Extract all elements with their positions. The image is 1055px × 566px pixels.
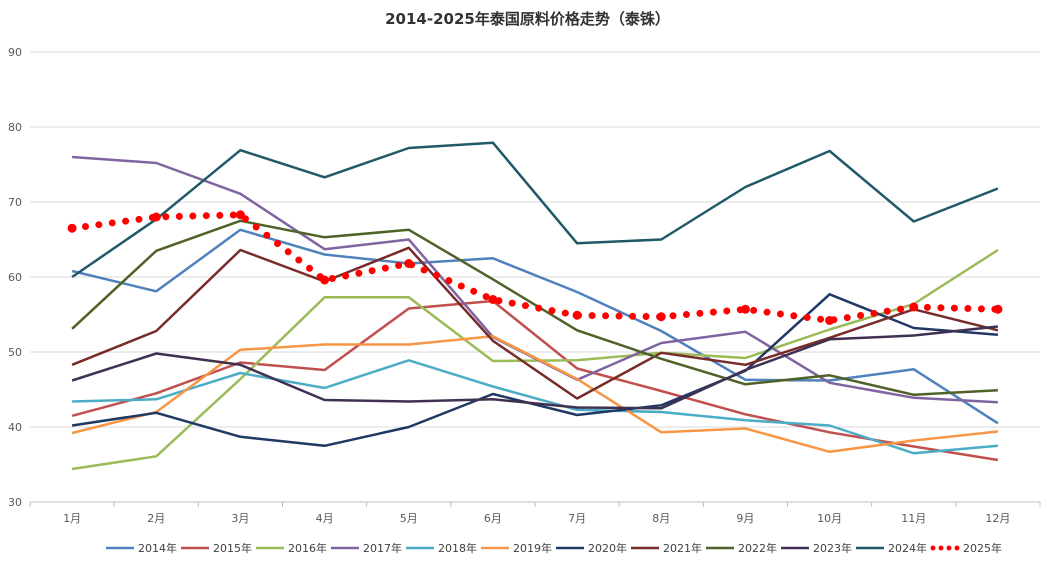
legend-label: 2021年 <box>663 541 702 555</box>
series-2015年 <box>71 299 999 462</box>
x-tick-label: 4月 <box>316 512 334 525</box>
legend-item-2019年: 2019年 <box>481 541 552 555</box>
series-line <box>72 359 999 455</box>
legend-item-2024年: 2024年 <box>856 541 927 555</box>
data-point <box>572 310 582 320</box>
grid-lines <box>30 51 1040 428</box>
legend-label: 2024年 <box>888 541 927 555</box>
legend: 2014年 2015年 2016年 2017年 2018年 2019年 2020年 2021年… <box>106 541 1002 555</box>
y-tick-label: 60 <box>8 271 22 284</box>
legend-label: 2014年 <box>138 541 177 555</box>
legend-item-2015年: 2015年 <box>181 541 252 555</box>
x-tick-label: 5月 <box>400 512 418 525</box>
legend-label: 2025年 <box>963 541 1002 555</box>
data-point <box>909 302 919 312</box>
series-2021年 <box>71 246 999 400</box>
x-tick-label: 12月 <box>985 512 1010 525</box>
chart-title: 2014-2025年泰国原料价格走势（泰铢） <box>385 10 670 28</box>
series-line <box>71 325 999 410</box>
data-point <box>320 275 330 285</box>
series-2023年 <box>71 325 999 410</box>
legend-label: 2015年 <box>213 541 252 555</box>
legend-item-2025年: 2025年 <box>930 541 1002 555</box>
legend-label: 2018年 <box>438 541 477 555</box>
series-2024年 <box>71 141 999 279</box>
data-point <box>404 259 414 268</box>
legend-label: 2020年 <box>588 541 627 555</box>
data-point <box>488 295 498 304</box>
x-tick-label: 11月 <box>901 512 926 525</box>
y-tick-label: 40 <box>8 421 22 434</box>
x-tick-label: 9月 <box>736 512 754 525</box>
y-tick-label: 90 <box>8 46 22 59</box>
series-line <box>71 248 999 471</box>
legend-item-2018年: 2018年 <box>406 541 477 555</box>
x-tick-label: 10月 <box>817 512 842 525</box>
data-point <box>67 223 77 233</box>
x-tick-label: 6月 <box>484 512 502 525</box>
x-tick-label: 1月 <box>63 512 81 525</box>
x-tick-label: 2月 <box>147 512 165 525</box>
x-tick-label: 8月 <box>652 512 670 525</box>
data-point <box>656 312 666 322</box>
series-line <box>71 246 999 400</box>
series-line <box>71 219 998 397</box>
y-tick-label: 50 <box>8 346 22 359</box>
legend-item-2016年: 2016年 <box>256 541 327 555</box>
legend-item-2021年: 2021年 <box>631 541 702 555</box>
series-line <box>71 335 999 454</box>
data-point <box>825 316 835 325</box>
legend-item-2020年: 2020年 <box>556 541 627 555</box>
axes: 30 40 50 60 70 80 90 1月 2月 3月 4月 5月 6月 7月 8月 9月 10月 11月 12… <box>8 46 1041 525</box>
series-line <box>71 141 999 279</box>
data-point <box>151 212 161 222</box>
legend-label: 2023年 <box>813 541 852 555</box>
y-tick-label: 70 <box>8 196 22 209</box>
legend-item-2017年: 2017年 <box>331 541 402 555</box>
y-tick-label: 80 <box>8 121 22 134</box>
legend-label: 2019年 <box>513 541 552 555</box>
data-point <box>740 304 750 314</box>
series-2022年 <box>71 219 998 397</box>
legend-label: 2022年 <box>738 541 777 555</box>
series-2019年 <box>71 335 999 454</box>
legend-label: 2017年 <box>363 541 402 555</box>
data-point <box>235 210 245 220</box>
data-point <box>993 304 1003 314</box>
legend-item-2014年: 2014年 <box>106 541 177 555</box>
series-2016年 <box>71 248 999 471</box>
legend-item-2022年: 2022年 <box>706 541 777 555</box>
x-tick-label: 3月 <box>231 512 249 525</box>
series-line <box>71 299 999 462</box>
series-2018年 <box>72 359 999 455</box>
series-2025年 <box>67 210 1003 325</box>
legend-item-2023年: 2023年 <box>781 541 852 555</box>
legend-label: 2016年 <box>288 541 327 555</box>
series-lines <box>67 141 1003 471</box>
y-tick-label: 30 <box>8 496 22 509</box>
x-tick-label: 7月 <box>568 512 586 525</box>
